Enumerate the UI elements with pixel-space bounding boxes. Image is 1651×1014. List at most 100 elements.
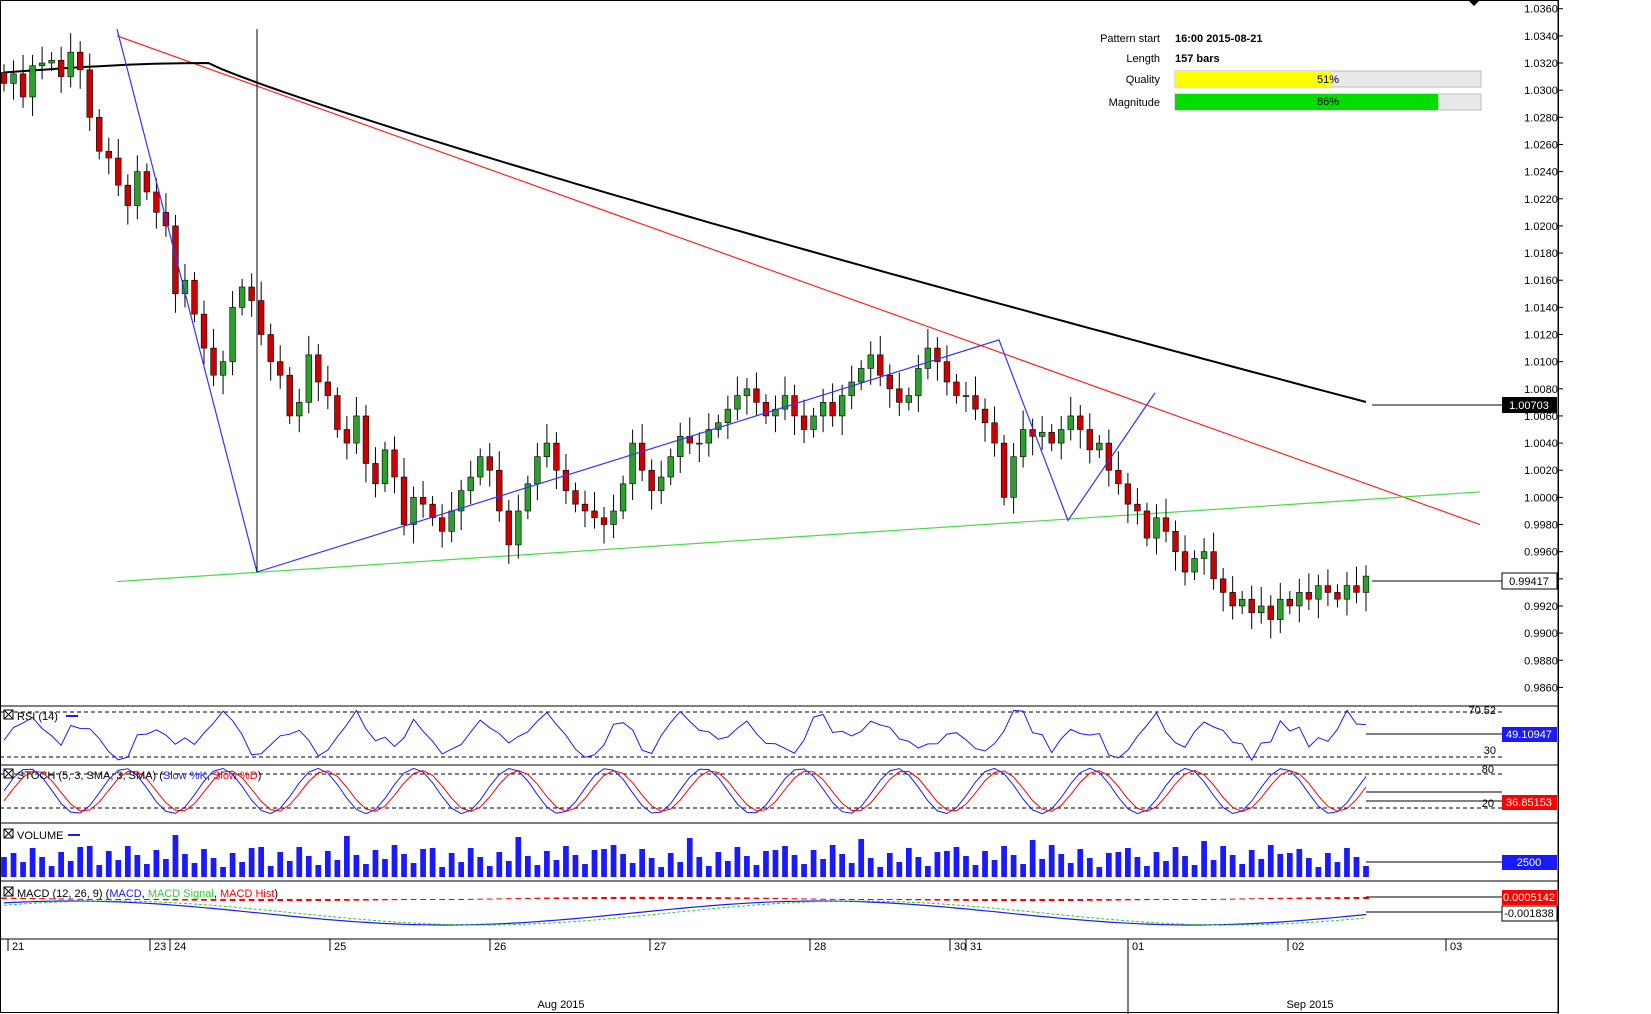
scroll-marker-icon[interactable] bbox=[1468, 0, 1480, 6]
pattern-info-box: Pattern start 16:00 2015-08-21 Length 15… bbox=[1100, 33, 1482, 111]
price-tick-label: 1.0360 bbox=[1524, 4, 1558, 16]
macd-hist-bar bbox=[1325, 897, 1331, 899]
candle bbox=[534, 443, 541, 501]
candle bbox=[1058, 415, 1065, 460]
macd-hist-bar bbox=[334, 899, 341, 901]
rsi-title: RSI (14) bbox=[17, 711, 58, 723]
candle bbox=[1343, 572, 1351, 616]
price-tick-label: 1.0340 bbox=[1524, 31, 1558, 43]
macd-hist-bar bbox=[705, 897, 712, 899]
day-label: 23 bbox=[154, 941, 166, 953]
macd-hist-bar bbox=[1048, 899, 1055, 902]
macd-hist-bar bbox=[67, 898, 74, 900]
volume-bar bbox=[1029, 840, 1036, 877]
magnitude-bar-fill bbox=[1175, 94, 1439, 110]
candle-body bbox=[467, 476, 474, 491]
volume-bar bbox=[972, 865, 979, 877]
candle bbox=[458, 479, 465, 530]
candle bbox=[19, 54, 27, 108]
volume-bar bbox=[277, 852, 284, 877]
volume-bar bbox=[334, 860, 341, 877]
candle bbox=[1143, 502, 1151, 547]
macd-hist-bar bbox=[1134, 899, 1141, 901]
candle-body bbox=[258, 300, 265, 335]
candle-body bbox=[762, 402, 770, 417]
stoch-title: STOCH (5, 3, SMA, 3, SMA) (Slow %K, Slow… bbox=[17, 770, 261, 782]
candle-body bbox=[1077, 415, 1084, 430]
candle-body bbox=[1086, 429, 1093, 451]
price-tick-label: 1.0200 bbox=[1524, 221, 1558, 233]
volume-bar bbox=[39, 857, 45, 877]
macd-hist-bar bbox=[820, 898, 826, 900]
candle bbox=[1134, 487, 1141, 525]
candle-body bbox=[543, 442, 551, 457]
macd-hist-bar bbox=[1115, 899, 1122, 901]
volume-bar bbox=[648, 858, 655, 877]
candle bbox=[991, 406, 998, 457]
volume-bar bbox=[1353, 857, 1360, 877]
candle-body bbox=[1210, 551, 1217, 580]
candle-body bbox=[772, 408, 779, 417]
candle-body bbox=[115, 157, 122, 186]
macd-hist-bar bbox=[696, 897, 703, 899]
candle bbox=[372, 447, 379, 498]
candle bbox=[562, 453, 570, 505]
volume-bar bbox=[810, 850, 817, 877]
candle-body bbox=[105, 150, 112, 159]
macd-hist-bar bbox=[210, 899, 217, 901]
volume-bar bbox=[182, 854, 188, 877]
day-label: 28 bbox=[814, 941, 826, 953]
volume-bar bbox=[544, 851, 550, 877]
volume-bar bbox=[791, 855, 798, 877]
candle bbox=[619, 475, 627, 520]
candle bbox=[658, 460, 665, 505]
candle-body bbox=[1143, 510, 1151, 539]
candle-body bbox=[743, 388, 751, 396]
macd-hist-bar bbox=[591, 897, 598, 899]
time-axis: 21 23 24 25 26 27 28 30 31 01 02 03 Aug 2015 Sep 2015 bbox=[0, 938, 1558, 1014]
candle bbox=[267, 323, 274, 381]
macd-hist-bar bbox=[553, 897, 560, 899]
volume-bar bbox=[820, 859, 826, 877]
price-tick-label: 1.0060 bbox=[1524, 411, 1558, 423]
candle-body bbox=[96, 117, 103, 152]
candle-body bbox=[400, 476, 408, 525]
magnitude-label: Magnitude bbox=[1109, 97, 1160, 109]
volume-bar bbox=[1125, 848, 1131, 877]
volume-bar bbox=[153, 850, 160, 877]
candle-body bbox=[934, 347, 941, 362]
volume-bar bbox=[1, 857, 7, 877]
volume-bar bbox=[486, 866, 493, 877]
candle bbox=[143, 163, 151, 201]
candle bbox=[86, 53, 93, 131]
volume-bar bbox=[191, 863, 198, 877]
macd-hist-bar bbox=[829, 898, 836, 900]
volume-bar bbox=[20, 862, 26, 877]
candle bbox=[1172, 520, 1179, 571]
candle bbox=[877, 335, 884, 387]
macd-hist-bar bbox=[10, 897, 17, 899]
macd-hist-bar bbox=[391, 899, 398, 901]
candle bbox=[1115, 451, 1122, 495]
macd-hist-bar bbox=[1277, 897, 1284, 899]
volume-bar bbox=[1182, 856, 1188, 877]
volume-bar bbox=[1296, 849, 1303, 877]
volume-bar bbox=[258, 847, 265, 877]
volume-bar bbox=[410, 863, 417, 877]
volume-bar bbox=[48, 866, 55, 877]
candle-body bbox=[200, 313, 208, 349]
candle-body bbox=[848, 381, 855, 396]
candle bbox=[1334, 584, 1341, 608]
candle-body bbox=[1058, 429, 1065, 444]
candle bbox=[315, 343, 322, 402]
candle bbox=[1191, 550, 1198, 581]
candle-body bbox=[419, 497, 427, 505]
candle-body bbox=[1172, 531, 1179, 552]
volume-bar bbox=[267, 866, 274, 877]
volume-bar bbox=[1305, 858, 1312, 877]
candle bbox=[705, 413, 712, 457]
price-tick-label: 0.9900 bbox=[1524, 628, 1558, 640]
price-tick-label: 1.0000 bbox=[1524, 492, 1558, 504]
macd-hist-bar bbox=[1067, 899, 1074, 901]
macd-hist-bar bbox=[182, 899, 188, 901]
